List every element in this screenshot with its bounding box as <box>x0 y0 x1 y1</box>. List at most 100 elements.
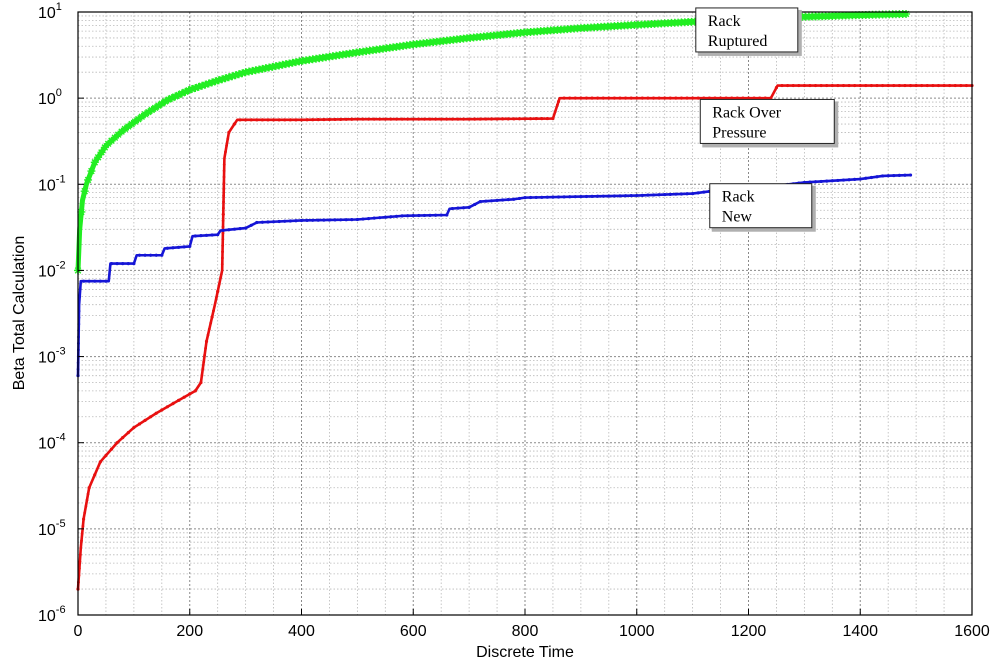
annotation-ruptured: Rack Ruptured <box>695 7 802 56</box>
data-point <box>202 360 206 364</box>
data-point <box>171 92 180 101</box>
data-point <box>227 228 231 232</box>
data-point <box>277 118 281 122</box>
data-point <box>847 178 851 182</box>
data-point <box>372 117 376 121</box>
data-point <box>417 213 421 218</box>
data-point <box>81 517 86 521</box>
data-point <box>104 139 113 148</box>
data-point <box>881 83 885 88</box>
data-point <box>691 96 695 100</box>
data-point <box>126 431 130 435</box>
data-point <box>221 212 225 216</box>
annotation-overpressure: Rack Over Pressure <box>699 98 839 148</box>
data-point <box>322 218 326 222</box>
data-point <box>93 473 97 477</box>
annotation-box <box>699 98 835 144</box>
data-point <box>214 76 223 85</box>
data-point <box>78 560 82 564</box>
data-point <box>590 96 594 100</box>
y-tick-label: 10-5 <box>38 518 66 539</box>
data-point <box>188 244 192 249</box>
data-point <box>222 188 226 191</box>
data-point <box>931 83 935 88</box>
data-point <box>841 83 846 88</box>
data-point <box>786 83 790 88</box>
annotation-layer: Rack Ruptured Rack Over Pressure Rack New <box>695 7 839 232</box>
data-point <box>473 117 477 121</box>
data-point <box>79 213 83 217</box>
data-point <box>176 398 181 402</box>
data-point <box>204 339 209 344</box>
data-point <box>115 262 119 266</box>
data-point <box>182 395 186 399</box>
data-point <box>473 202 477 207</box>
data-point <box>579 194 583 199</box>
data-point <box>964 83 969 88</box>
data-point <box>206 333 210 337</box>
annotation-new: Rack New <box>709 183 816 232</box>
data-point <box>467 117 471 121</box>
y-tick-label: 10-4 <box>38 432 66 453</box>
data-point <box>495 198 499 203</box>
annotation-text: Rack <box>722 189 755 206</box>
data-point <box>685 192 689 196</box>
data-point <box>115 441 119 445</box>
data-point <box>674 192 678 196</box>
data-point <box>920 83 924 88</box>
data-point <box>222 200 225 204</box>
data-point <box>612 194 617 198</box>
data-point <box>216 289 220 293</box>
data-point <box>573 195 577 199</box>
data-point <box>134 115 143 124</box>
data-point <box>221 231 225 235</box>
data-point <box>98 460 102 464</box>
data-point <box>249 223 253 227</box>
data-point <box>417 117 421 121</box>
data-point <box>434 117 438 121</box>
data-point <box>271 220 276 224</box>
data-point <box>87 175 91 179</box>
data-point <box>194 82 203 91</box>
data-point <box>813 83 818 88</box>
data-point <box>411 117 415 121</box>
data-point <box>691 191 695 196</box>
data-point <box>87 486 91 490</box>
data-point <box>221 237 225 241</box>
data-point <box>84 505 88 508</box>
data-point <box>657 193 661 197</box>
data-point <box>378 216 382 220</box>
data-point <box>780 83 784 88</box>
data-point <box>238 227 242 231</box>
data-point <box>875 83 879 88</box>
data-point <box>467 205 471 209</box>
data-point <box>836 83 840 88</box>
data-point <box>372 216 376 220</box>
data-point <box>316 218 320 222</box>
data-point <box>218 75 227 84</box>
data-point <box>668 96 672 100</box>
data-point <box>601 194 605 198</box>
data-point <box>825 83 829 88</box>
data-point <box>618 96 622 100</box>
data-point <box>344 218 348 222</box>
data-point <box>78 553 82 557</box>
data-point <box>668 192 672 196</box>
data-point <box>484 117 488 121</box>
data-point <box>590 194 594 198</box>
data-point <box>378 117 382 121</box>
annotation-box <box>695 7 799 53</box>
series-overpressure <box>76 83 974 591</box>
data-point <box>501 117 505 121</box>
data-point <box>461 206 466 210</box>
data-point <box>222 163 226 166</box>
data-point <box>126 262 130 266</box>
y-tick-label: 100 <box>38 87 62 108</box>
data-point <box>579 96 583 100</box>
data-point <box>217 282 221 286</box>
data-point <box>294 219 298 223</box>
data-point <box>200 374 204 378</box>
data-point <box>208 78 217 87</box>
data-point <box>266 118 270 122</box>
data-point <box>120 124 129 133</box>
